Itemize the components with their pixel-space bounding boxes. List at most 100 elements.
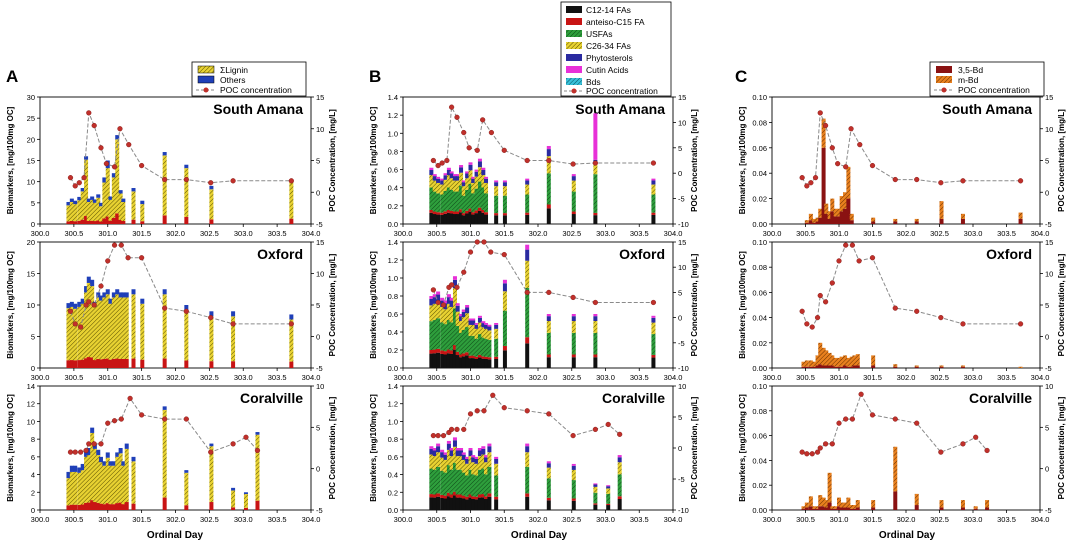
pb-site0-bar-24-cutin [593,113,598,160]
pb-site1-bar-1-c2634 [432,303,437,321]
pc-site1-xtick-label-2: 301.0 [830,373,849,382]
pc-site0-bar-19-bd35 [914,221,919,224]
pa-site0-bar-0-others [66,201,71,206]
pb-site0-bar-19-usfa [494,195,499,214]
pc-site0-bar-8-mbd [830,198,835,212]
pb-site0-bar-25-usfa [651,194,656,213]
pa-site0-y2tick-label-0: -5 [316,220,323,229]
pa-site0-ylabel2: POC Concentration, [mg/L] [328,109,337,212]
pb-site0-bar-13-usfa [471,193,476,213]
pb-site0-poc-point-6 [461,129,467,136]
pb-site0-bar-17-c2634 [484,182,489,194]
pa-site0-poc-point-4 [86,110,92,116]
pb-site2-bar-7-usfa [452,462,457,492]
pb-site1-bar-6-anteiso [449,350,454,354]
pa-site1-bar-11-lignin [102,297,107,359]
pc-site0-y2tick-label-1: 0 [1045,188,1049,197]
pc-site2-xtick-label-8: 304.0 [1031,515,1050,524]
pb-site1-bar-5-c2634 [446,303,451,321]
pa-site0-xtick-label-6: 303.0 [234,229,253,238]
pa-site2-bar-13-lignin [108,465,113,505]
pa-site1-bar-15-lignin [115,294,120,359]
pb-site2-poc-point-4 [449,426,455,433]
pb-site0-bar-9-cutin [459,165,464,168]
pb-site1-bar-16-usfa [481,337,486,357]
pa-site2-bar-15-others [115,452,120,457]
pc-site2-poc-point-4 [817,445,823,451]
legend-c: 3,5-Bd m-Bd POC concentration [929,61,1045,97]
pa-site2-bar-9-lignin [96,455,101,503]
pb-site0-bar-8-phyto [455,176,460,181]
pb-site0-ytick-label-0: 0.0 [388,220,398,229]
pb-site1-y2tick-label-3: 5 [678,288,682,297]
pb-site0-bar-24-c1214 [593,215,598,224]
pb-site2-bar-24-usfa [593,492,598,504]
pa-site0-poc-point-10 [126,142,132,148]
pc-site1-bar-3-mbd [812,361,817,367]
pb-site1-bar-22-phyto [546,316,551,322]
pb-site0-bar-22-usfa [546,173,551,205]
pc-site0-poc-point-4 [817,110,823,116]
pb-site2-bar-14-c1214 [474,499,479,510]
pc-site1-poc-point-13 [914,308,920,314]
pb-site2-bar-13-c1214 [471,499,476,510]
pc-site1-bar-16-bd35 [852,365,857,368]
pb-site0-bar-24-c2634 [593,163,598,175]
pa-site2-y2tick-label-1: 0 [316,465,320,474]
pb-site1-bar-3-cutin [440,297,445,301]
pb-site0-bar-23-phyto [571,176,576,181]
pb-site1-bar-4-anteiso [443,351,448,355]
pb-site1-bar-19-c2634 [494,328,499,339]
pb-site2-poc-point-12 [524,408,530,414]
pc-site0-bar-9-mbd [833,208,838,217]
pc-site2-bar-11-bd35 [837,506,841,510]
pa-site1-bar-0-others [66,303,71,309]
pc-site1-ytick-label-1: 0.02 [752,339,767,348]
pb-site2-bar-0-c1214 [429,497,434,510]
legend-b-item-5: Cutin Acids [586,65,629,75]
pa-site2-bar-2-lignin [73,471,78,505]
pa-site2-bar-16-others [118,448,123,454]
pb-site0-poc-point-12 [524,157,530,164]
pc-site1-bar-4-mbd [815,355,820,366]
pa-site1-ytick-label-4: 20 [27,238,35,247]
pb-site1-y2tick-label-5: 15 [678,238,686,247]
pb-site1-bar-13-c2634 [471,324,476,336]
pa-site1-bar-14-anteiso [111,358,116,368]
pb-site2-bar-23-c2634 [571,469,576,481]
pb-site2-site-title: Coralville [602,390,665,406]
pc-site1-bar-4-bd35 [815,365,820,368]
pb-site1-bar-7-phyto [452,279,457,289]
pb-site1-bar-1-c1214 [432,353,437,368]
pc-site0-bar-10-bd35 [837,216,841,224]
pb-site1-bar-19-cutin [494,323,499,325]
pa-site2-xtick-label-3: 301.5 [132,515,151,524]
pc-site2-bar-0-mbd [801,506,806,509]
pc-site1-bar-14-bd35 [846,366,851,368]
pc-site0-bar-7-mbd [827,211,832,219]
pc-site1-poc-point-12 [892,305,898,311]
pb-site0-poc-point-13 [546,157,552,164]
pb-site2-bar-25-anteiso [606,503,611,506]
pb-site1-bar-3-c2634 [440,306,445,323]
pc-site1-poc-point-9 [849,242,856,248]
pc-site2-bar-13-bd35 [843,507,848,510]
pb-site2-bar-6-c2634 [449,456,454,470]
pa-site2-bar-6-lignin [86,455,91,503]
pb-site2-bar-18-phyto [487,446,492,453]
pa-site2-bar-9-others [96,449,101,456]
pc-site2-bar-15-bd35 [849,508,854,510]
pc-site2-poc-point-13 [914,420,920,426]
pb-site2-bar-4-c2634 [443,459,448,473]
pb-site0-bar-15-anteiso [477,207,482,211]
pb-site0-bar-16-c1214 [481,212,486,224]
pb-site1-y2tick-label-1: -5 [678,339,685,348]
pc-site1-xtick-label-0: 300.0 [763,373,782,382]
pb-site1-xtick-label-5: 302.5 [562,373,581,382]
pc-site1-xtick-label-3: 301.5 [863,373,882,382]
pb-site1-bar-24-usfa [593,332,598,355]
pa-site2-ytick-label-6: 12 [27,400,35,409]
legend-b-item-6: Bds [586,77,601,87]
pc-site1-ylabel: Biomarkers, [mg/100mg OC] [738,251,747,359]
pa-site1-bar-19-lignin [131,294,136,359]
